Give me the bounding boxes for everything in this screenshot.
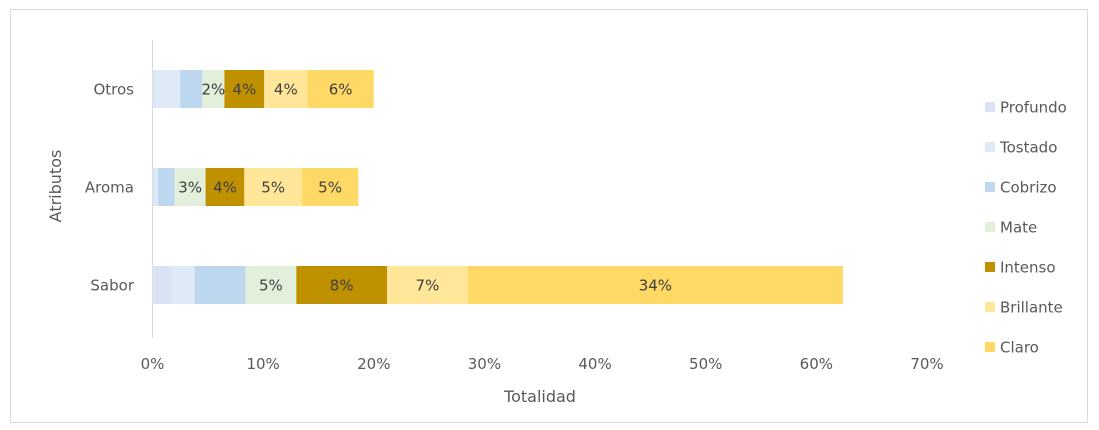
legend: Profundo Tostado Cobrizo Mate Intenso Brillan… xyxy=(985,99,1067,357)
data-label-sabor-claro: 34% xyxy=(639,277,672,295)
legend-label-claro: Claro xyxy=(1000,339,1039,357)
legend-label-mate: Mate xyxy=(1000,219,1037,237)
legend-label-intenso: Intenso xyxy=(1000,259,1056,277)
legend-swatch-brillante xyxy=(985,302,995,312)
x-tick-label: 0% xyxy=(141,355,165,373)
x-tick-label: 70% xyxy=(910,355,943,373)
legend-swatch-profundo xyxy=(985,102,995,112)
x-axis-title: Totalidad xyxy=(503,387,576,406)
data-label-otros-brillante: 4% xyxy=(274,81,298,99)
data-label-otros-mate: 2% xyxy=(201,81,225,99)
data-label-aroma-intenso: 4% xyxy=(213,179,237,197)
bar-otros-cobrizo xyxy=(180,70,202,108)
data-label-sabor-brillante: 7% xyxy=(416,277,440,295)
legend-label-profundo: Profundo xyxy=(1000,99,1067,117)
legend-label-tostado: Tostado xyxy=(999,139,1057,157)
data-label-sabor-mate: 5% xyxy=(259,277,283,295)
legend-swatch-cobrizo xyxy=(985,182,995,192)
bar-otros-profundo xyxy=(153,70,156,108)
bar-sabor-cobrizo xyxy=(195,266,246,304)
legend-label-cobrizo: Cobrizo xyxy=(1000,179,1057,197)
category-label-otros: Otros xyxy=(93,81,134,99)
category-labels-layer: Sabor Aroma Otros xyxy=(85,81,135,295)
legend-label-brillante: Brillante xyxy=(1000,299,1063,317)
data-label-otros-intenso: 4% xyxy=(232,81,256,99)
data-label-aroma-brillante: 5% xyxy=(261,179,285,197)
y-axis-title: Atributos xyxy=(46,150,65,223)
x-tick-label: 60% xyxy=(800,355,833,373)
bar-aroma-tostado xyxy=(156,168,158,206)
x-tick-label: 10% xyxy=(246,355,279,373)
legend-swatch-mate xyxy=(985,222,995,232)
data-label-aroma-mate: 3% xyxy=(178,179,202,197)
bar-sabor-profundo xyxy=(153,266,173,304)
bar-aroma-cobrizo xyxy=(158,168,175,206)
bar-aroma-profundo xyxy=(153,168,156,206)
legend-swatch-claro xyxy=(985,342,995,352)
data-label-otros-claro: 6% xyxy=(329,81,353,99)
bar-otros-tostado xyxy=(156,70,180,108)
x-tick-label: 20% xyxy=(357,355,390,373)
legend-swatch-tostado xyxy=(985,142,995,152)
bar-sabor-tostado xyxy=(172,266,194,304)
category-label-aroma: Aroma xyxy=(85,179,134,197)
category-label-sabor: Sabor xyxy=(90,277,134,295)
x-ticks-layer: 0% 10% 20% 30% 40% 50% 60% 70% xyxy=(141,355,944,373)
x-tick-label: 30% xyxy=(468,355,501,373)
bars-layer xyxy=(153,70,843,304)
x-tick-label: 50% xyxy=(689,355,722,373)
data-label-aroma-claro: 5% xyxy=(318,179,342,197)
x-tick-label: 40% xyxy=(578,355,611,373)
data-label-sabor-intenso: 8% xyxy=(330,277,354,295)
legend-swatch-intenso xyxy=(985,262,995,272)
